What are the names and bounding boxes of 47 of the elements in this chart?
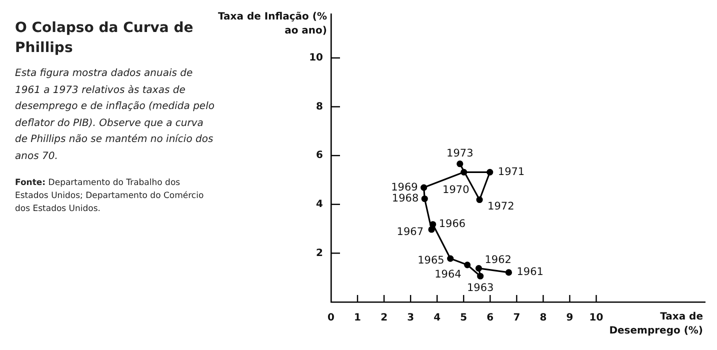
point — [505, 269, 512, 276]
y-tick-label: 10 — [309, 52, 324, 64]
x-tick-label: 3 — [407, 312, 414, 324]
x-tick-label: 2 — [380, 312, 388, 324]
x-tick-label: 0 — [328, 312, 335, 324]
x-tick-label: 10 — [589, 312, 604, 324]
x-tick-label: 5 — [460, 312, 468, 324]
point — [447, 255, 454, 262]
point — [420, 184, 428, 191]
annotation: 1968 — [392, 192, 419, 204]
point — [464, 262, 471, 268]
source-note: Fonte: Departamento do Trabalho dos Estados Unidos; Departamento do Comércio dos Estados Unidos. — [15, 177, 205, 216]
x-tick-label: 1 — [354, 312, 362, 324]
annotation: 1967 — [396, 226, 424, 238]
annotation: 1973 — [446, 148, 474, 160]
text: O Colapso da Curva de Phillips — [15, 19, 194, 58]
point — [421, 195, 428, 202]
x-tick-label: 7 — [513, 312, 520, 324]
annotation: 1963 — [466, 282, 494, 294]
x-tick-label: 9 — [566, 312, 574, 324]
point — [460, 168, 468, 176]
x-tick-label: 4 — [434, 312, 441, 324]
x-tick-label: 8 — [540, 312, 547, 324]
y-tick-label: 2 — [316, 248, 324, 259]
x-axis-title: Taxa de Desemprego (%) — [609, 312, 704, 337]
point — [477, 272, 484, 280]
annotation: 1970 — [442, 184, 470, 196]
point — [476, 196, 483, 204]
annotation: 1961 — [516, 266, 544, 278]
point — [430, 221, 436, 228]
y-axis-title: Taxa de Inflação (% ao ano) — [218, 12, 327, 37]
point — [486, 168, 494, 176]
annotation: 1971 — [498, 166, 525, 178]
point — [456, 160, 464, 168]
text: Esta figura mostra dados anuais de 1961 a 1973 relativos às taxas de desemprego e de inflação (medida pelo deflator do PIB). Observe que a curva de Phillips não se mantém no início dos anos 70. — [15, 67, 215, 164]
annotation: 1965 — [418, 254, 444, 266]
annotation: 1962 — [484, 254, 512, 266]
annotation: 1972 — [488, 200, 514, 212]
annotation: 1966 — [438, 218, 466, 230]
y-tick-label: 6 — [316, 150, 324, 162]
point — [428, 226, 435, 233]
x-tick-label: 6 — [486, 312, 494, 324]
annotation: 1964 — [434, 268, 462, 281]
point — [475, 265, 482, 272]
annotation: 1969 — [391, 181, 418, 194]
y-tick-label: 8 — [316, 101, 324, 112]
y-tick-label: 4 — [316, 198, 324, 210]
